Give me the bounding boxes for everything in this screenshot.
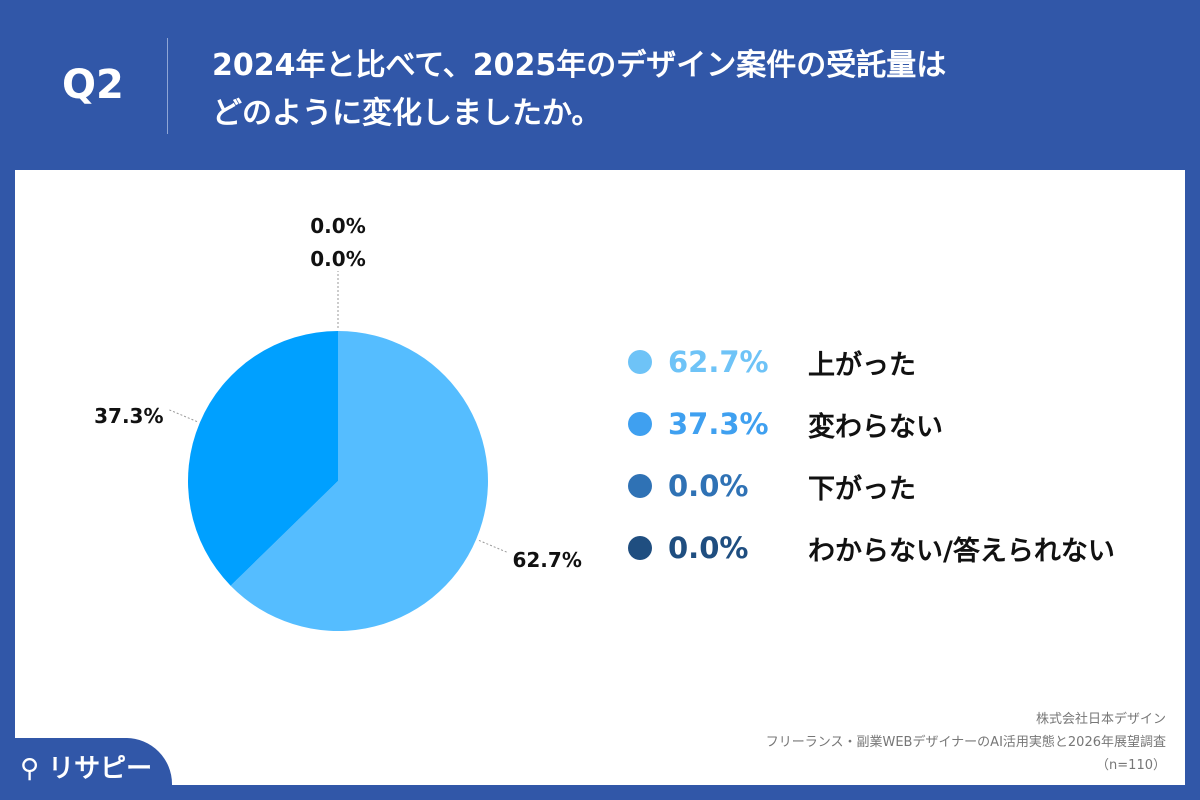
question-number: Q2: [62, 62, 124, 108]
legend-label: わからない/答えられない: [808, 535, 1115, 567]
logo-text: リサピー: [48, 754, 153, 784]
legend-item: 0.0% 下がった: [628, 466, 916, 506]
legend-item: 0.0% わからない/答えられない: [628, 528, 1115, 568]
pie-slice-1: [188, 331, 338, 586]
data-label-2: 0.0%: [310, 214, 365, 238]
legend-value: 0.0%: [668, 469, 749, 503]
legend-value: 62.7%: [668, 345, 769, 379]
legend-dot-icon: [628, 350, 652, 374]
title-line-1: 2024年と比べて、2025年のデザイン案件の受託量は: [212, 48, 947, 83]
leader-line-0: [478, 539, 509, 554]
legend-label: 上がった: [808, 349, 916, 381]
legend-item: 62.7% 上がった: [628, 342, 916, 382]
source-survey: フリーランス・副業WEBデザイナーのAI活用実態と2026年展望調査: [765, 735, 1166, 750]
legend-value: 37.3%: [668, 407, 769, 441]
legend-dot-icon: [628, 474, 652, 498]
leader-line-1: [167, 408, 198, 423]
header-divider: [167, 38, 168, 134]
data-label-1: 37.3%: [94, 404, 163, 428]
data-label-3: 0.0%: [310, 247, 365, 271]
data-label-0: 62.7%: [512, 548, 581, 572]
source-sample: （n=110）: [1096, 758, 1166, 773]
source-company: 株式会社日本デザイン: [1035, 712, 1166, 727]
legend-dot-icon: [628, 412, 652, 436]
legend-label: 変わらない: [808, 411, 943, 443]
legend-dot-icon: [628, 536, 652, 560]
logo-pin-icon: ⚲: [20, 754, 40, 784]
legend-item: 37.3% 変わらない: [628, 404, 943, 444]
question-title: 2024年と比べて、2025年のデザイン案件の受託量は どのように変化しましたか…: [212, 42, 946, 138]
legend-label: 下がった: [808, 473, 916, 505]
title-line-2: どのように変化しましたか。: [212, 96, 602, 131]
logo: ⚲ リサピー: [0, 738, 172, 800]
legend-value: 0.0%: [668, 531, 749, 565]
source-note: 株式会社日本デザイン フリーランス・副業WEBデザイナーのAI活用実態と2026…: [766, 708, 1166, 777]
pie-slice-0: [230, 331, 489, 631]
